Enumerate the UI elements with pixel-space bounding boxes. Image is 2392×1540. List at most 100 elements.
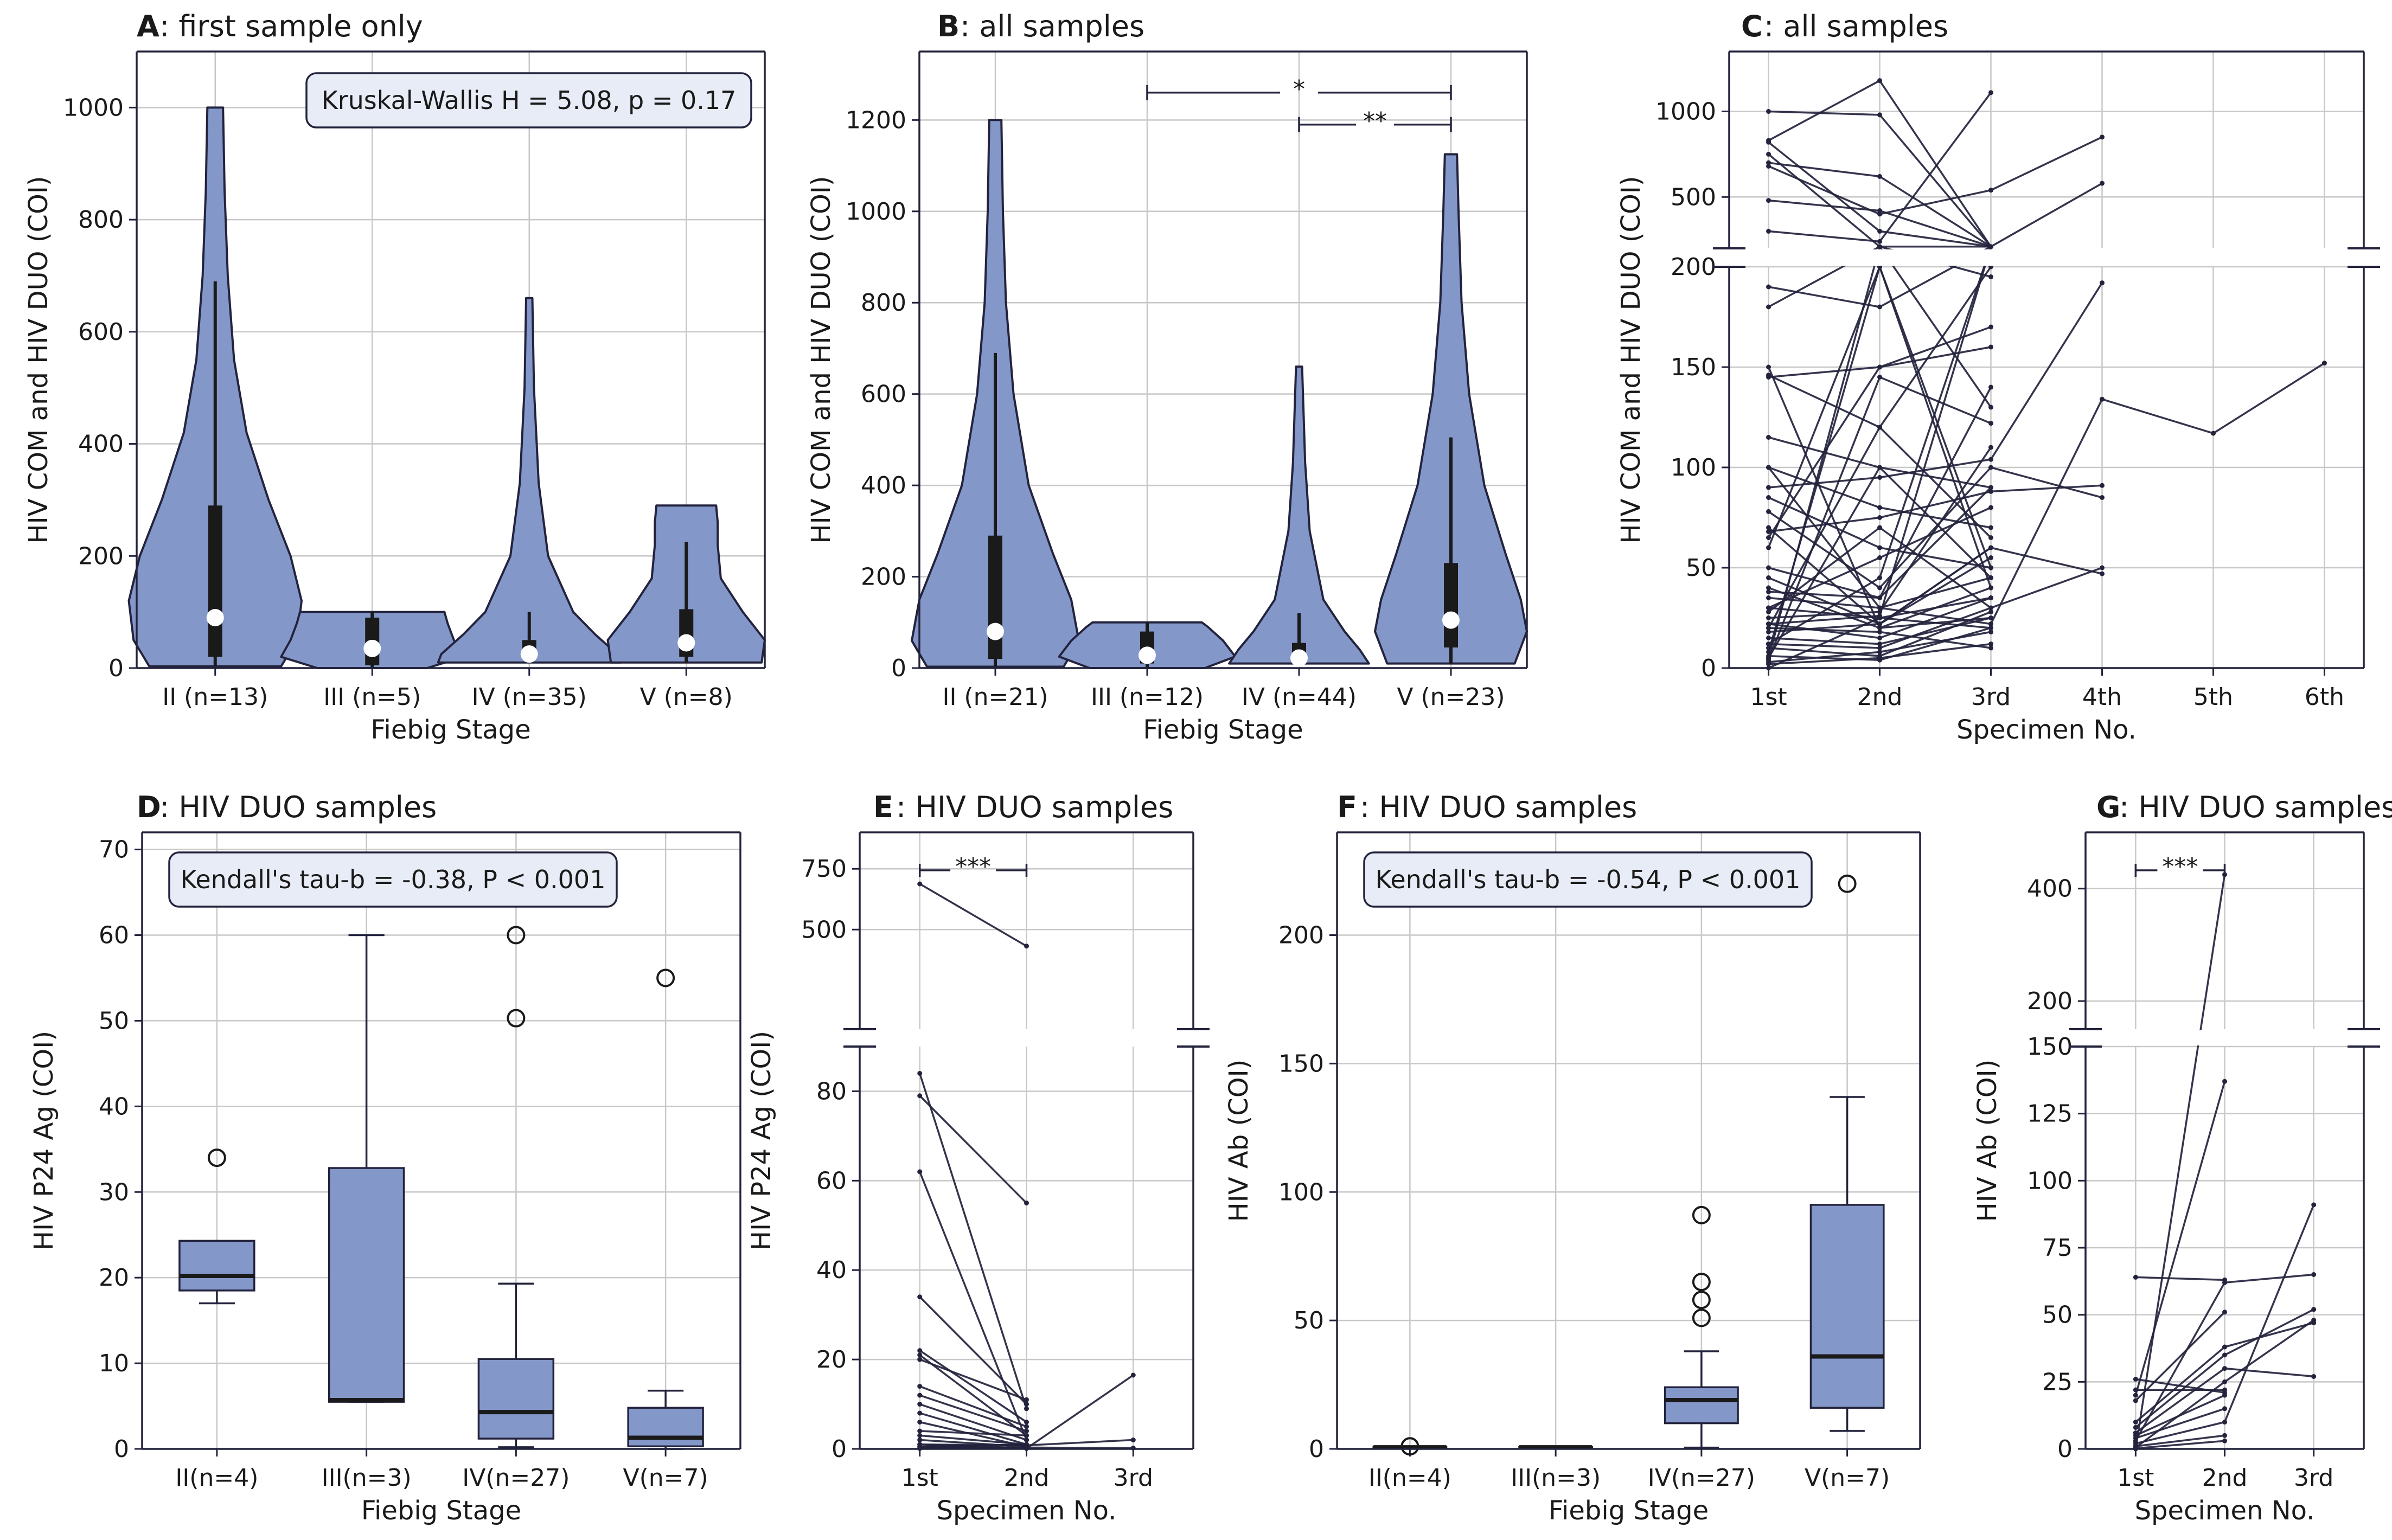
panel-letter: B [937, 9, 960, 43]
series-line [919, 1095, 1027, 1204]
series-point [917, 1410, 923, 1416]
series-point [1988, 90, 1994, 95]
annotation-box [168, 851, 618, 908]
series-point [2222, 1420, 2227, 1425]
series-point [1988, 489, 1994, 494]
x-tick-label: III (n=12) [1091, 683, 1204, 711]
series-point [1024, 1201, 1029, 1206]
series-point [1988, 615, 1994, 620]
series-point [2222, 1366, 2227, 1371]
x-tick-label: 1st [2117, 1464, 2154, 1492]
series-point [2099, 181, 2105, 186]
panel-a-violin-first-sample: A: first sample only Fiebig Stage HIV COM … [23, 9, 766, 745]
series-point [1877, 375, 1883, 380]
violin-iqr-bar [208, 505, 222, 657]
series-point [1877, 304, 1883, 310]
y-tick-label: 125 [2027, 1100, 2073, 1128]
series-point [1877, 208, 1883, 214]
x-tick-label: 2nd [1857, 683, 1903, 711]
y-tick-label: 60 [99, 922, 129, 949]
series-point [2133, 1376, 2138, 1382]
annotation-box [1363, 851, 1813, 908]
box-outlier [507, 1009, 526, 1028]
y-tick-label: 200 [861, 563, 906, 591]
box-iqr [1664, 1386, 1739, 1425]
series-point [1877, 649, 1883, 655]
y-tick-label: 150 [2027, 1033, 2073, 1061]
y-tick-label: 800 [861, 289, 906, 317]
y-tick-label: 70 [99, 836, 129, 864]
series-point [1766, 565, 1771, 570]
y-tick-label: 1000 [1655, 98, 1716, 125]
series-point [2133, 1398, 2138, 1403]
y-tick-label: 10 [99, 1350, 129, 1377]
y-tick-label: 1000 [846, 198, 906, 226]
y-tick-label: 20 [816, 1346, 847, 1374]
box-iqr [178, 1240, 255, 1292]
series-point [1766, 641, 1771, 647]
series-point [2321, 361, 2327, 366]
series-point [917, 1070, 923, 1076]
series-point [917, 1438, 923, 1443]
x-tick-label: 2nd [1004, 1464, 1050, 1492]
series-point [1024, 1424, 1029, 1429]
series-point [2222, 1352, 2227, 1358]
y-axis-label: HIV Ab (COI) [1224, 1060, 1254, 1222]
violin-iqr-bar [1444, 563, 1458, 648]
x-tick-label: V(n=7) [623, 1464, 708, 1492]
series-point [1766, 535, 1771, 540]
series-point [2133, 1425, 2138, 1430]
panel-letter: E [873, 790, 893, 824]
y-tick-label: 40 [816, 1256, 847, 1284]
y-tick-label: 150 [1671, 354, 1716, 381]
x-tick-label: 2nd [2202, 1464, 2248, 1492]
series-point [917, 1442, 923, 1447]
series-point [1877, 625, 1883, 631]
series-point [1766, 108, 1771, 114]
y-tick-label: 200 [1671, 253, 1716, 281]
series-point [1024, 1442, 1029, 1448]
series-line [1768, 136, 2103, 215]
series-point [917, 1393, 923, 1398]
y-tick-label: 400 [78, 431, 124, 458]
series-point [2099, 483, 2105, 488]
series-point [1988, 585, 1994, 591]
series-line [2134, 1081, 2226, 1396]
series-point [1877, 239, 1883, 244]
axis-break-gap [1718, 249, 2375, 266]
series-point [2311, 1202, 2317, 1208]
series-line [919, 1412, 1027, 1446]
series-line [1768, 526, 2103, 613]
y-tick-label: 1000 [63, 94, 124, 121]
x-tick-label: IV(n=27) [1648, 1464, 1755, 1492]
series-point [2222, 1406, 2227, 1411]
y-tick-label: 0 [108, 655, 124, 682]
series-point [917, 881, 923, 887]
series-point [1024, 1428, 1029, 1434]
series-point [2099, 571, 2105, 576]
series-point [1766, 485, 1771, 490]
series-point [1766, 575, 1771, 580]
x-axis-label: Fiebig Stage [1549, 1496, 1709, 1526]
box-outlier [207, 1148, 226, 1167]
series-point [1988, 344, 1994, 350]
series-point [1877, 656, 1883, 660]
x-tick-label: III(n=3) [1511, 1464, 1601, 1492]
series-point [1988, 324, 1994, 330]
series-point [917, 1357, 923, 1362]
series-point [1766, 595, 1771, 600]
y-tick-label: 50 [1294, 1307, 1324, 1334]
annotation-text: Kendall's tau-b = -0.54, P < 0.001 [1376, 865, 1801, 894]
x-axis-label: Fiebig Stage [1143, 715, 1303, 745]
axis-break-gap [849, 1030, 1204, 1045]
series-point [1877, 525, 1883, 530]
series-point [2222, 1310, 2227, 1315]
violin-median-dot [1290, 649, 1308, 667]
series-point [1877, 505, 1883, 510]
x-tick-label: 4th [2082, 683, 2122, 711]
series-point [917, 1348, 923, 1353]
series-point [1766, 509, 1771, 514]
y-tick-label: 60 [816, 1167, 847, 1195]
series-point [1766, 545, 1771, 550]
y-tick-label: 500 [801, 916, 847, 944]
